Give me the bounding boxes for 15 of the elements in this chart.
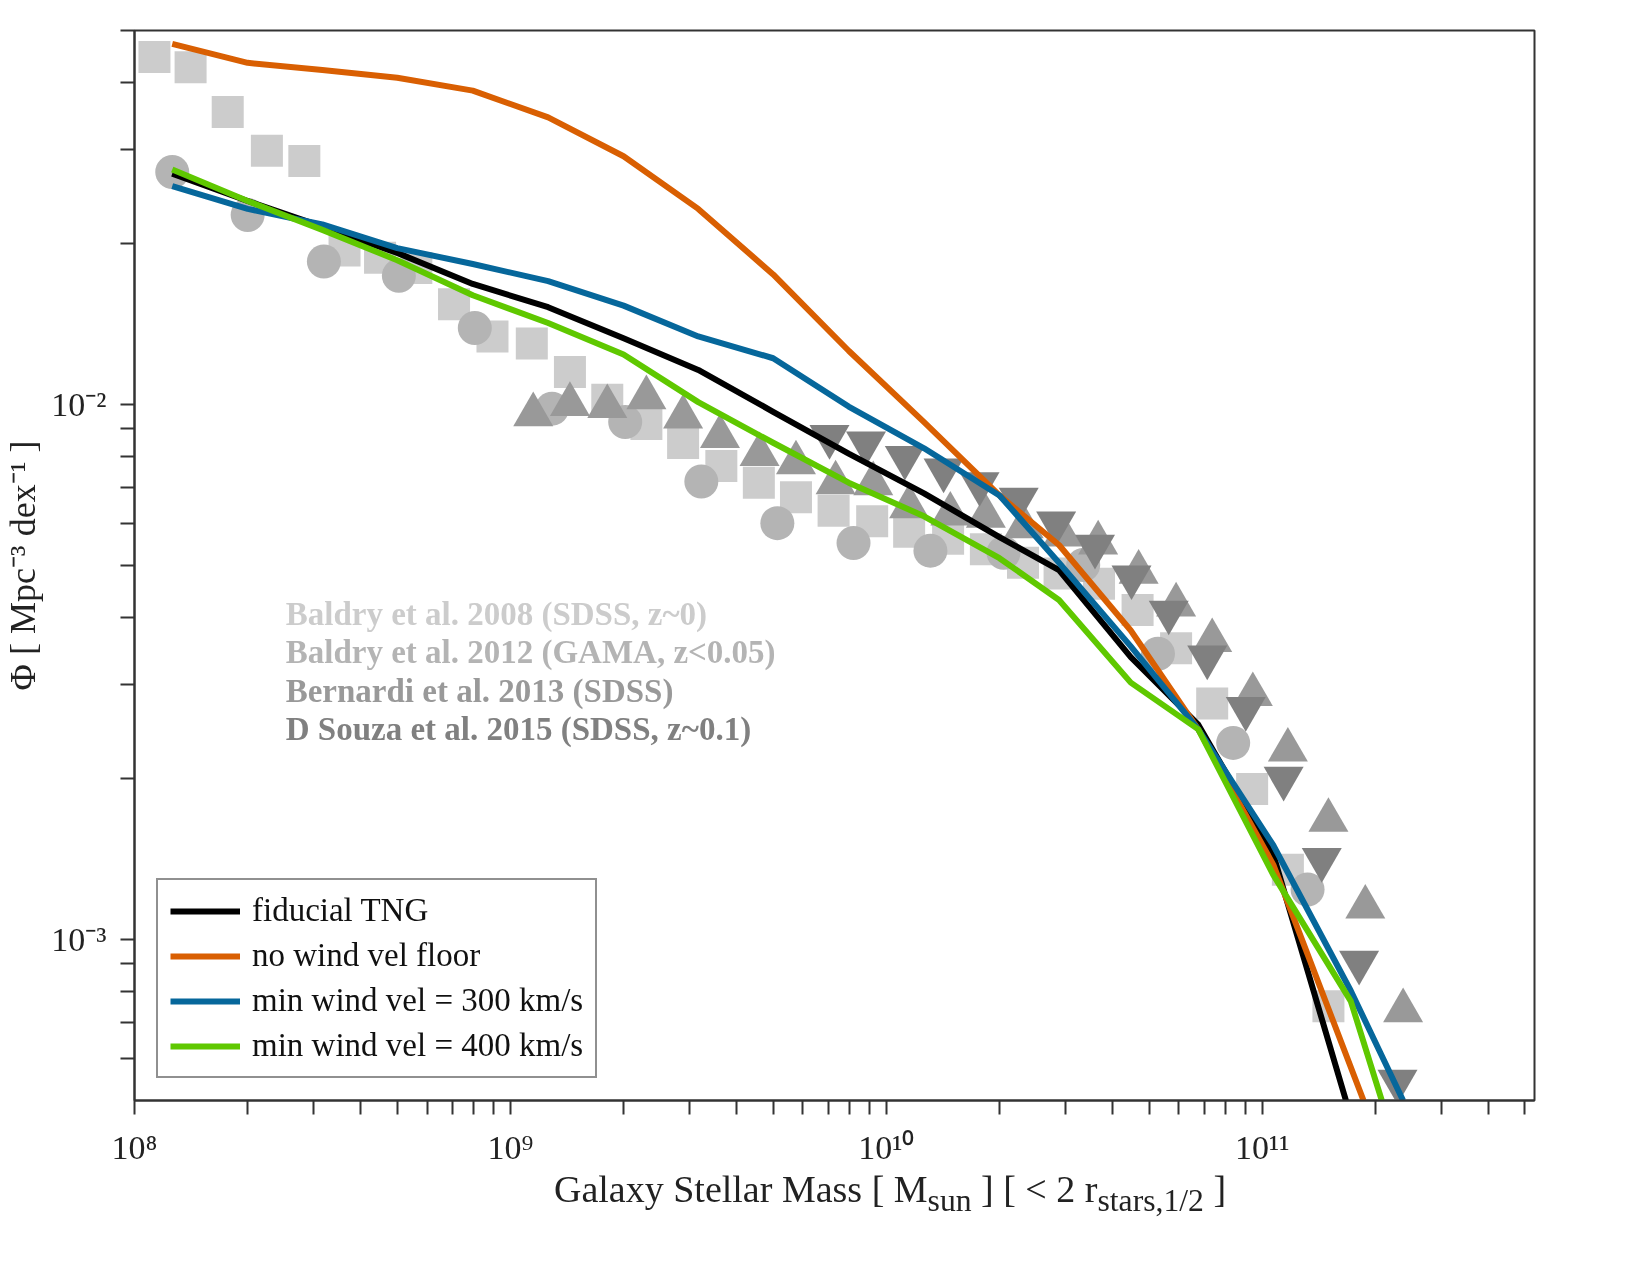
x-tick-label: 10⁹ — [487, 1128, 534, 1166]
x-tick-label: 10¹¹ — [1235, 1128, 1290, 1166]
legend-label: fiducial TNG — [252, 892, 429, 929]
y-tick-label: 10⁻² — [51, 385, 107, 423]
x-tick-label: 10⁸ — [111, 1128, 158, 1166]
legend-label: min wind vel = 300 km/s — [252, 982, 584, 1019]
legend-label: min wind vel = 400 km/s — [252, 1027, 584, 1064]
legend-label: no wind vel floor — [252, 937, 481, 974]
text: Baldry et al. 2012 (GAMA, z<0.05) — [285, 634, 776, 672]
text: Bernardi et al. 2013 (SDSS) — [285, 672, 674, 710]
x-tick-label: 10¹⁰ — [858, 1128, 915, 1166]
text: D Souza et al. 2015 (SDSS, z~0.1) — [285, 711, 752, 749]
y-axis-title: Φ [ Mpc⁻³ dex⁻¹ ] — [3, 440, 44, 691]
y-tick-label: 10⁻³ — [51, 920, 107, 958]
x-axis-title: Galaxy Stellar Mass [ M$_{sun}$ ] [ < 2 r$_{stars,1/2}$ ] — [553, 1168, 1227, 1218]
